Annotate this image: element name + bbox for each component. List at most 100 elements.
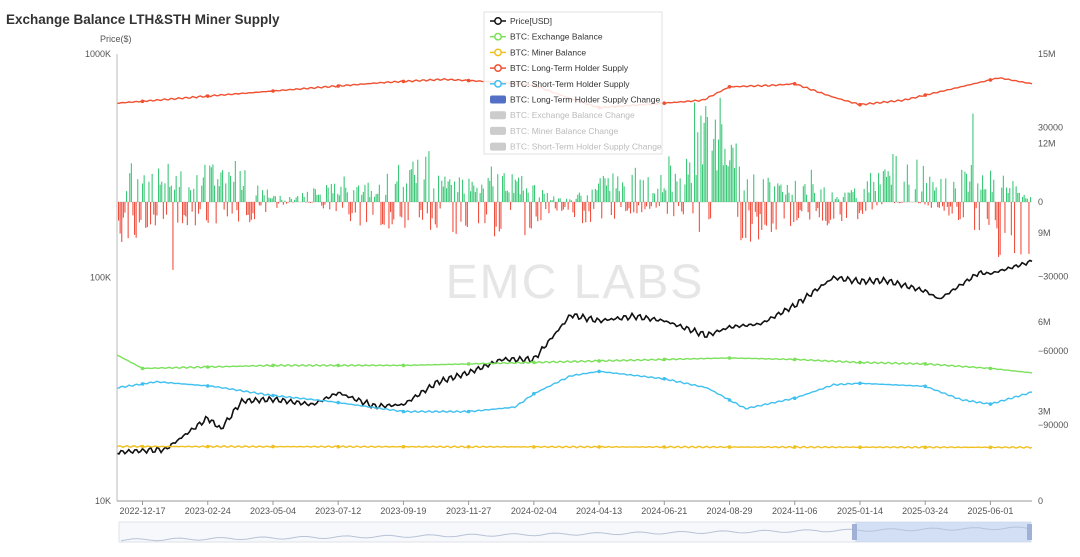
- bar-lth-change: [130, 163, 132, 202]
- bar-lth-change: [337, 193, 339, 202]
- bar-lth-change: [313, 188, 315, 202]
- bar-lth-change: [553, 196, 555, 202]
- bar-lth-change: [748, 202, 750, 211]
- bar-lth-change: [497, 174, 499, 202]
- bar-lth-change: [526, 188, 528, 202]
- bar-lth-change: [774, 186, 776, 202]
- bar-lth-change: [900, 202, 902, 203]
- legend-swatch-marker: [494, 17, 502, 25]
- bar-lth-change: [276, 202, 278, 208]
- bar-lth-change: [369, 197, 371, 202]
- bar-lth-change: [702, 164, 704, 202]
- series-marker: [597, 359, 601, 363]
- bar-lth-change: [126, 191, 128, 202]
- bar-lth-change: [190, 190, 192, 202]
- bar-lth-change: [281, 199, 283, 202]
- legend-item[interactable]: Price[USD]: [490, 16, 552, 26]
- bar-lth-change: [158, 168, 160, 202]
- bar-lth-change: [154, 202, 156, 226]
- bar-lth-change: [596, 190, 598, 202]
- chart-title: Exchange Balance LTH&STH Miner Supply: [6, 12, 280, 27]
- bar-lth-change: [156, 202, 158, 216]
- bar-lth-change: [1030, 197, 1032, 202]
- bar-lth-change: [751, 202, 753, 224]
- bar-lth-change: [378, 184, 380, 202]
- bar-lth-change: [746, 179, 748, 202]
- bar-lth-change: [199, 202, 201, 210]
- bar-lth-change: [310, 202, 312, 203]
- bar-lth-change: [834, 198, 836, 202]
- bar-lth-change: [714, 119, 716, 202]
- bar-lth-change: [660, 174, 662, 202]
- bar-lth-change: [148, 181, 150, 202]
- bar-lth-change: [974, 202, 976, 230]
- bar-lth-change: [889, 175, 891, 202]
- bar-lth-change: [967, 191, 969, 202]
- bar-lth-change: [393, 202, 395, 220]
- series-marker: [923, 445, 927, 450]
- series-marker: [792, 396, 797, 401]
- bar-lth-change: [505, 190, 507, 202]
- bar-lth-change: [1020, 202, 1022, 255]
- bar-lth-change: [1015, 186, 1017, 202]
- x-tick-label: 2025-06-01: [967, 506, 1013, 516]
- bar-lth-change: [817, 202, 819, 208]
- bar-lth-change: [124, 202, 126, 213]
- bar-lth-change: [929, 176, 931, 202]
- bar-lth-change: [521, 175, 523, 202]
- bar-lth-change: [444, 176, 446, 202]
- zoom-handle-left[interactable]: [852, 524, 857, 540]
- bar-lth-change: [473, 185, 475, 202]
- bar-lth-change: [937, 202, 939, 208]
- bar-lth-change: [847, 192, 849, 202]
- bar-lth-change: [658, 202, 660, 207]
- bar-lth-change: [849, 192, 851, 202]
- bar-lth-change: [172, 202, 174, 270]
- bar-lth-change: [319, 194, 321, 202]
- legend-item[interactable]: BTC: Long-Term Holder Supply Change: [490, 95, 661, 105]
- bar-lth-change: [644, 202, 646, 210]
- bar-lth-change: [402, 186, 404, 202]
- bar-lth-change: [823, 187, 825, 202]
- legend-item[interactable]: BTC: Long-Term Holder Supply: [490, 63, 629, 73]
- legend-item[interactable]: BTC: Miner Balance: [490, 47, 586, 57]
- legend-item[interactable]: BTC: Short-Term Holder Supply: [490, 79, 630, 89]
- bar-lth-change: [377, 193, 379, 202]
- bar-lth-change: [502, 176, 504, 202]
- bar-lth-change: [492, 186, 494, 202]
- bar-lth-change: [684, 184, 686, 202]
- legend-item[interactable]: BTC: Miner Balance Change: [490, 126, 618, 136]
- series-marker: [727, 398, 732, 402]
- bar-lth-change: [462, 179, 464, 202]
- zoom-window[interactable]: [855, 522, 1031, 542]
- bar-lth-change: [338, 195, 340, 202]
- bar-lth-change: [374, 196, 376, 202]
- bar-lth-change: [262, 190, 264, 202]
- legend-item[interactable]: BTC: Short-Term Holder Supply Change: [490, 142, 662, 152]
- zoom-handle-right[interactable]: [1027, 524, 1032, 540]
- bar-lth-change: [961, 169, 963, 202]
- bar-lth-change: [510, 202, 512, 210]
- bar-lth-change: [639, 179, 641, 202]
- legend-item[interactable]: BTC: Exchange Balance Change: [490, 110, 635, 120]
- bar-lth-change: [764, 202, 766, 225]
- bar-lth-change: [186, 202, 188, 226]
- bar-lth-change: [609, 190, 611, 202]
- bar-lth-change: [830, 202, 832, 220]
- bar-lth-change: [380, 202, 382, 226]
- bar-lth-change: [540, 202, 542, 221]
- bar-lth-change: [863, 189, 865, 202]
- legend: Price[USD] BTC: Exchange Balance BTC: Mine…: [483, 11, 663, 155]
- bar-lth-change: [556, 202, 558, 211]
- legend-item[interactable]: BTC: Exchange Balance: [490, 32, 603, 42]
- bar-lth-change: [772, 202, 774, 224]
- bar-lth-change: [561, 202, 563, 211]
- bar-lth-change: [620, 202, 622, 208]
- y-left-tick-label: 10K: [95, 496, 111, 506]
- bar-lth-change: [959, 202, 961, 220]
- bar-lth-change: [950, 202, 952, 207]
- series-marker: [858, 381, 862, 386]
- series-marker: [727, 445, 732, 449]
- bar-lth-change: [906, 164, 908, 202]
- bar-lth-change: [618, 191, 620, 202]
